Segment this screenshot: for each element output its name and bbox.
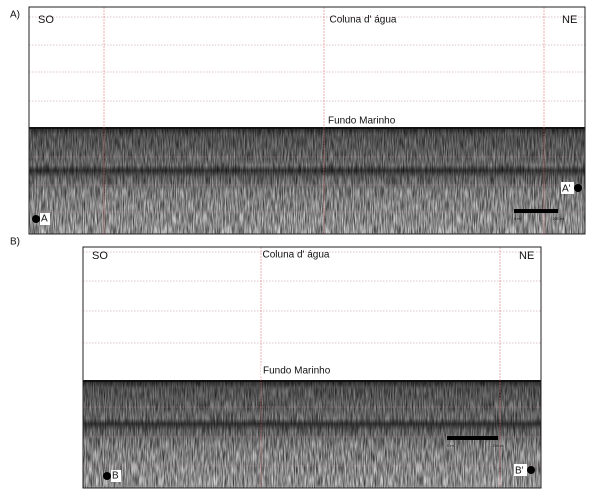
water-label: Coluna d' água: [330, 15, 397, 26]
water-column: [29, 7, 585, 128]
frame: [82, 246, 542, 489]
scale-start: 0 m: [447, 443, 454, 448]
scale-end: 200 m: [552, 216, 564, 221]
panel-label: B): [10, 237, 20, 248]
seabed-label: Fundo Marinho: [263, 366, 331, 377]
end-label-bg: [561, 182, 574, 194]
end-marker: [574, 184, 582, 192]
panel-label: A): [10, 10, 20, 21]
end-marker: [527, 466, 535, 474]
end-label: B': [515, 466, 524, 477]
seabed-label-bg: [326, 115, 402, 127]
start-label: A: [41, 214, 48, 225]
left-label: SO: [38, 14, 54, 26]
right-label: NE: [562, 14, 577, 26]
start-label-bg: [111, 470, 121, 482]
seabed-label-bg: [261, 365, 337, 377]
sediment-texture: [83, 381, 541, 488]
scale-start: 0 m: [514, 216, 521, 221]
end-label-bg: [514, 464, 527, 476]
panels: A) SO NE Coluna d' água Fundo Marinho A A' 0 m 2…: [10, 6, 586, 489]
water-column: [83, 247, 541, 381]
start-marker: [32, 215, 40, 223]
water-label: Coluna d' água: [263, 250, 330, 261]
seismic-panel: B) SO NE Coluna d' água Fundo Marinho B B' 0 m 2…: [10, 237, 542, 489]
start-label: B: [112, 471, 119, 482]
right-label: NE: [519, 250, 534, 262]
end-label: A': [562, 184, 571, 195]
scale-bar: [447, 436, 498, 440]
left-label: SO: [92, 250, 108, 262]
scale-end: 200 m: [492, 443, 504, 448]
seismic-panel: A) SO NE Coluna d' água Fundo Marinho A A' 0 m 2…: [10, 6, 586, 235]
seabed-label: Fundo Marinho: [328, 116, 396, 127]
start-label-bg: [40, 213, 50, 225]
frame: [28, 6, 586, 235]
start-marker: [103, 472, 111, 480]
scale-bar: [514, 209, 558, 213]
sediment-texture: [29, 128, 585, 234]
